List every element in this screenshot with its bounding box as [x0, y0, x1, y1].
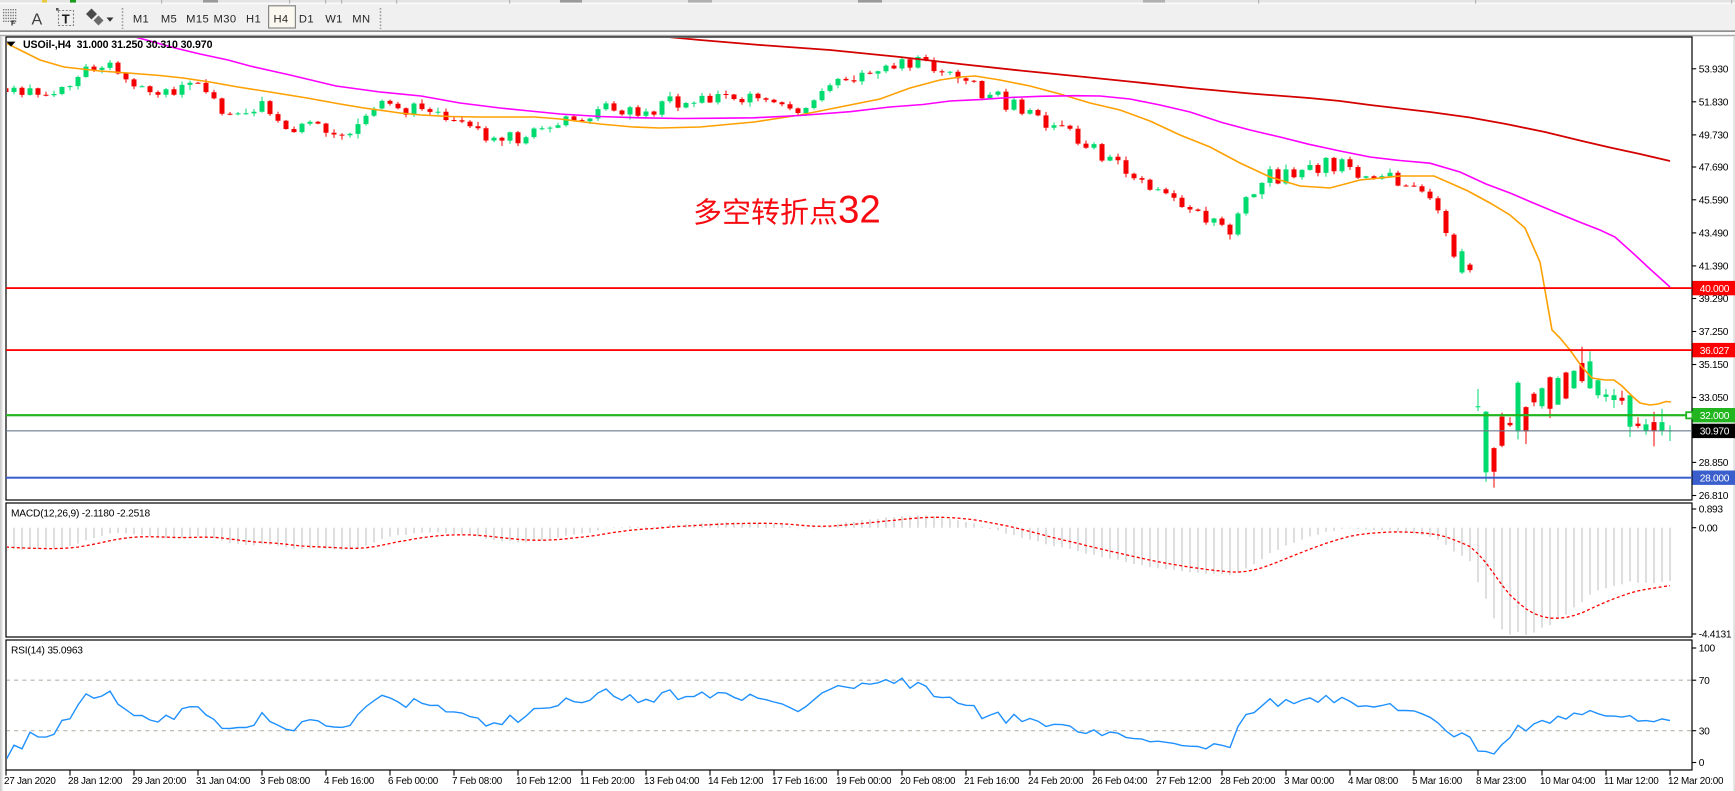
svg-text:40.000: 40.000 — [1700, 284, 1730, 295]
svg-text:30: 30 — [1699, 726, 1710, 737]
svg-text:100: 100 — [1699, 644, 1716, 655]
svg-text:28.850: 28.850 — [1699, 458, 1729, 469]
svg-text:4 Mar 08:00: 4 Mar 08:00 — [1348, 776, 1399, 787]
svg-text:32: 32 — [838, 189, 881, 232]
svg-text:20 Feb 08:00: 20 Feb 08:00 — [900, 776, 956, 787]
svg-text:D1: D1 — [299, 13, 314, 25]
svg-text:32.000: 32.000 — [1700, 411, 1730, 422]
svg-text:70: 70 — [1699, 676, 1710, 687]
svg-text:USOil-,H4 31.000 31.250 30.31: USOil-,H4 31.000 31.250 30.310 30.970 — [23, 39, 213, 51]
svg-text:0: 0 — [1699, 758, 1705, 769]
svg-text:39.290: 39.290 — [1699, 294, 1729, 305]
svg-text:3 Feb 08:00: 3 Feb 08:00 — [260, 776, 311, 787]
svg-text:M5: M5 — [161, 13, 177, 25]
svg-text:51.830: 51.830 — [1699, 97, 1729, 108]
svg-text:43.490: 43.490 — [1699, 229, 1729, 240]
svg-text:-4.4131: -4.4131 — [1699, 630, 1732, 641]
svg-text:49.730: 49.730 — [1699, 131, 1729, 142]
svg-text:W1: W1 — [325, 13, 343, 25]
svg-text:28.000: 28.000 — [1700, 474, 1730, 485]
svg-text:8 Mar 23:00: 8 Mar 23:00 — [1476, 776, 1527, 787]
svg-text:12 Mar 20:00: 12 Mar 20:00 — [1668, 776, 1724, 787]
svg-text:A: A — [32, 12, 43, 29]
svg-text:5 Mar 16:00: 5 Mar 16:00 — [1412, 776, 1463, 787]
svg-text:M1: M1 — [133, 13, 149, 25]
svg-text:H4: H4 — [273, 13, 288, 25]
svg-text:4 Feb 16:00: 4 Feb 16:00 — [324, 776, 375, 787]
svg-text:T: T — [62, 11, 70, 26]
svg-text:35.150: 35.150 — [1699, 360, 1729, 371]
svg-text:47.690: 47.690 — [1699, 163, 1729, 174]
svg-text:6 Feb 00:00: 6 Feb 00:00 — [388, 776, 439, 787]
svg-text:MACD(12,26,9) -2.1180 -2.2518: MACD(12,26,9) -2.1180 -2.2518 — [11, 509, 151, 520]
svg-text:26.810: 26.810 — [1699, 491, 1729, 502]
svg-text:H1: H1 — [246, 13, 261, 25]
svg-text:28 Jan 12:00: 28 Jan 12:00 — [68, 776, 123, 787]
svg-text:MN: MN — [352, 13, 370, 25]
svg-text:33.050: 33.050 — [1699, 393, 1729, 404]
svg-text:0.893: 0.893 — [1699, 505, 1724, 516]
svg-text:27 Feb 12:00: 27 Feb 12:00 — [1156, 776, 1212, 787]
svg-text:45.590: 45.590 — [1699, 195, 1729, 206]
svg-text:53.930: 53.930 — [1699, 64, 1729, 75]
svg-text:28 Feb 20:00: 28 Feb 20:00 — [1220, 776, 1276, 787]
svg-text:24 Feb 20:00: 24 Feb 20:00 — [1028, 776, 1084, 787]
svg-text:17 Feb 16:00: 17 Feb 16:00 — [772, 776, 828, 787]
svg-text:0.00: 0.00 — [1699, 523, 1718, 534]
svg-text:11 Feb 20:00: 11 Feb 20:00 — [580, 776, 635, 787]
svg-text:31 Jan 04:00: 31 Jan 04:00 — [196, 776, 251, 787]
svg-text:41.390: 41.390 — [1699, 262, 1729, 273]
svg-text:10 Mar 04:00: 10 Mar 04:00 — [1540, 776, 1596, 787]
svg-text:29 Jan 20:00: 29 Jan 20:00 — [132, 776, 187, 787]
svg-text:36.027: 36.027 — [1700, 346, 1730, 357]
svg-text:13 Feb 04:00: 13 Feb 04:00 — [644, 776, 700, 787]
svg-text:F: F — [11, 19, 16, 28]
svg-text:30.970: 30.970 — [1700, 427, 1730, 438]
svg-text:11 Mar 12:00: 11 Mar 12:00 — [1604, 776, 1659, 787]
svg-text:21 Feb 16:00: 21 Feb 16:00 — [964, 776, 1020, 787]
svg-text:14 Feb 12:00: 14 Feb 12:00 — [708, 776, 764, 787]
svg-text:19 Feb 00:00: 19 Feb 00:00 — [836, 776, 892, 787]
svg-text:RSI(14) 35.0963: RSI(14) 35.0963 — [11, 646, 83, 657]
svg-text:27 Jan 2020: 27 Jan 2020 — [4, 776, 56, 787]
svg-text:10 Feb 12:00: 10 Feb 12:00 — [516, 776, 572, 787]
svg-text:M30: M30 — [214, 13, 237, 25]
svg-text:26 Feb 04:00: 26 Feb 04:00 — [1092, 776, 1148, 787]
svg-text:37.250: 37.250 — [1699, 327, 1729, 338]
svg-text:M15: M15 — [186, 13, 209, 25]
svg-text:7 Feb 08:00: 7 Feb 08:00 — [452, 776, 503, 787]
svg-text:3 Mar 00:00: 3 Mar 00:00 — [1284, 776, 1335, 787]
